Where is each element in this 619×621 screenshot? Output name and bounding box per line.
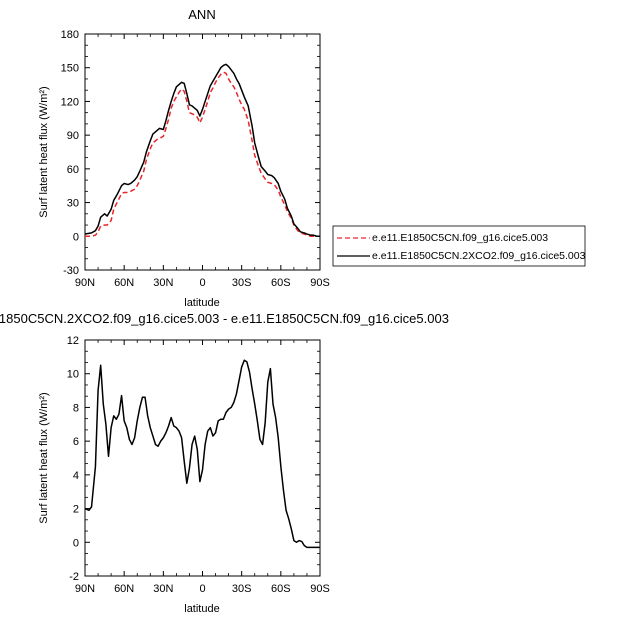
top-x-tick-label: 30N: [153, 277, 173, 289]
bottom-x-tick-label: 90N: [75, 583, 95, 595]
bottom-x-tick-label: 30S: [232, 583, 252, 595]
top-y-tick-label: 0: [73, 231, 79, 243]
top-x-tick-label: 60S: [271, 277, 291, 289]
bottom-y-tick-label: 6: [73, 436, 79, 448]
legend-box: [332, 225, 586, 267]
top-series-line-0: [85, 71, 320, 238]
bottom-y-tick-label: 10: [67, 369, 79, 381]
bottom-panel-title: e.e11.E1850C5CN.2XCO2.f09_g16.cice5.003 …: [0, 311, 449, 326]
bottom-x-tick-label: 60N: [114, 583, 134, 595]
top-y-tick-label: -30: [63, 265, 79, 277]
bottom-y-tick-label: 12: [67, 335, 79, 347]
bottom-panel: e.e11.E1850C5CN.2XCO2.f09_g16.cice5.003 …: [0, 311, 449, 615]
bottom-y-tick-label: 0: [73, 537, 79, 549]
bottom-y-axis-label: Surf latent heat flux (W/m²): [38, 392, 50, 523]
bottom-y-tick-label: 4: [73, 470, 79, 482]
bottom-plot-frame: [84, 339, 321, 577]
bottom-y-tick-label: -2: [69, 571, 79, 583]
top-x-tick-label: 60N: [114, 277, 134, 289]
legend-label-2xco2: e.e11.E1850C5CN.2XCO2.f09_g16.cice5.003: [372, 250, 586, 262]
top-x-tick-label: 90S: [310, 277, 330, 289]
top-y-tick-label: 120: [61, 96, 79, 108]
bottom-x-tick-label: 30N: [153, 583, 173, 595]
top-x-axis-label: latitude: [184, 297, 219, 309]
top-y-tick-label: 150: [61, 63, 79, 75]
bottom-x-tick-label: 90S: [310, 583, 330, 595]
top-x-tick-label: 90N: [75, 277, 95, 289]
bottom-series-line-0: [85, 359, 320, 549]
legend-label-control: e.e11.E1850C5CN.f09_g16.cice5.003: [372, 232, 548, 244]
bottom-y-tick-label: 2: [73, 504, 79, 516]
top-y-tick-label: 180: [61, 29, 79, 41]
top-x-tick-label: 0: [199, 277, 205, 289]
legend: e.e11.E1850C5CN.f09_g16.cice5.003 e.e11.…: [332, 225, 586, 267]
bottom-x-tick-label: 0: [199, 583, 205, 595]
top-plot-frame: [84, 33, 321, 271]
top-y-axis-label: Surf latent heat flux (W/m²): [38, 86, 50, 217]
bottom-y-tick-label: 8: [73, 402, 79, 414]
bottom-x-tick-label: 60S: [271, 583, 291, 595]
top-y-tick-label: 30: [67, 198, 79, 210]
bottom-x-axis-label: latitude: [184, 603, 219, 615]
top-panel-title: ANN: [188, 7, 215, 22]
top-y-tick-label: 90: [67, 130, 79, 142]
top-series-line-1: [85, 63, 320, 238]
top-panel: ANN latitude Surf latent heat flux (W/m²…: [38, 7, 330, 309]
top-y-tick-label: 60: [67, 164, 79, 176]
top-x-tick-label: 30S: [232, 277, 252, 289]
